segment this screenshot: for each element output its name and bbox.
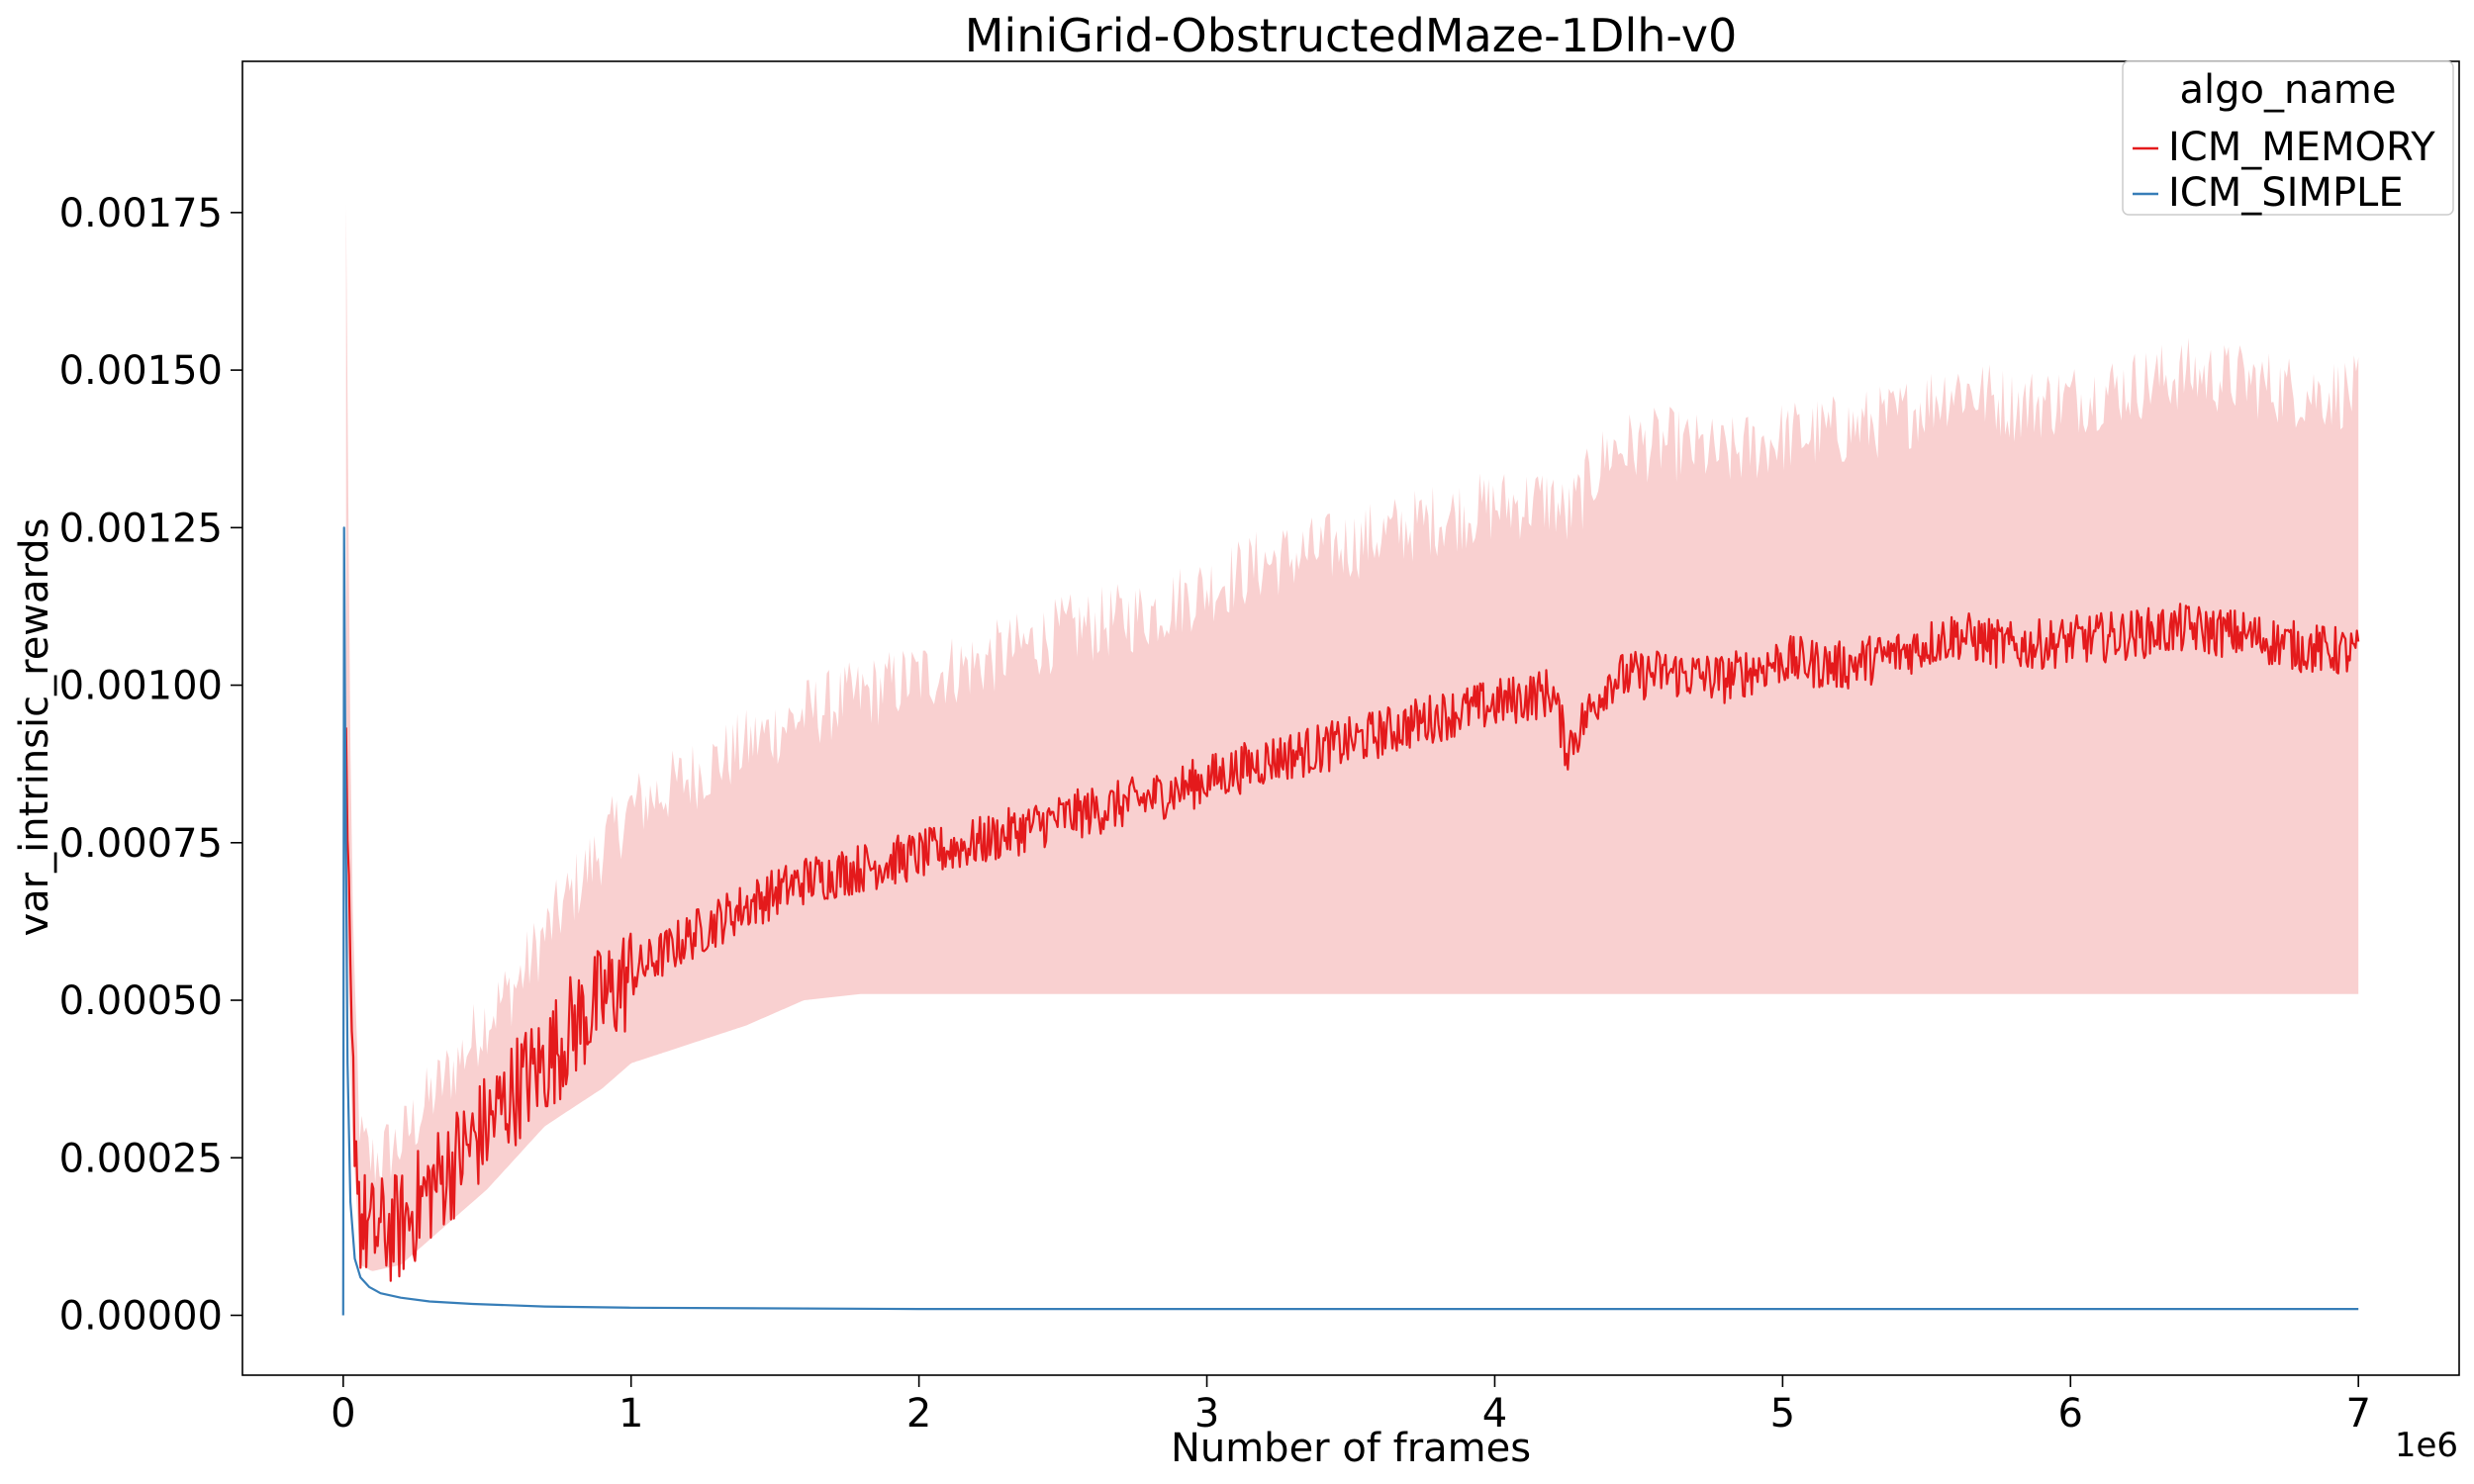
series-line-icm-simple xyxy=(341,526,2359,1316)
plot-frame xyxy=(241,60,2460,1376)
x-tick-label: 2 xyxy=(906,1391,931,1437)
x-tick-label: 5 xyxy=(1770,1391,1795,1437)
y-axis: 0.00000 0.00025 0.00050 0.00075 0.00100 0.001… xyxy=(59,191,242,1339)
y-tick-label: 0.00075 xyxy=(59,821,223,867)
x-tick-label: 4 xyxy=(1482,1391,1507,1437)
x-axis-label: Number of frames xyxy=(1171,1426,1531,1471)
y-axis-label: var_intrinsic_rewards xyxy=(12,517,57,936)
x-tick-label: 6 xyxy=(2058,1391,2083,1437)
chart-title: MiniGrid-ObstructedMaze-1Dlh-v0 xyxy=(965,9,1738,62)
series-line-icm-memory xyxy=(344,603,2360,1282)
legend-box xyxy=(2122,60,2454,216)
y-tick-label: 0.00000 xyxy=(59,1293,223,1339)
x-tick-label: 1 xyxy=(618,1391,643,1437)
x-tick-label: 7 xyxy=(2345,1391,2370,1437)
legend-title: algo_name xyxy=(2180,67,2397,113)
y-tick-label: 0.00125 xyxy=(59,506,223,551)
x-tick-label: 3 xyxy=(1194,1391,1219,1437)
legend: algo_name ICM_MEMORY ICM_SIMPLE xyxy=(2122,60,2454,216)
legend-label-icm-memory: ICM_MEMORY xyxy=(2168,125,2435,170)
y-tick-label: 0.00150 xyxy=(59,348,223,394)
y-tick-label: 0.00025 xyxy=(59,1136,223,1181)
y-tick-label: 0.00050 xyxy=(59,978,223,1024)
plot-area xyxy=(341,204,2360,1316)
x-offset-label: 1e6 xyxy=(2395,1426,2458,1465)
x-axis: 0 1 2 3 4 5 6 7 xyxy=(331,1375,2371,1437)
y-tick-label: 0.00100 xyxy=(59,664,223,709)
x-tick-label: 0 xyxy=(331,1391,355,1437)
y-tick-label: 0.00175 xyxy=(59,191,223,236)
legend-label-icm-simple: ICM_SIMPLE xyxy=(2168,170,2404,216)
